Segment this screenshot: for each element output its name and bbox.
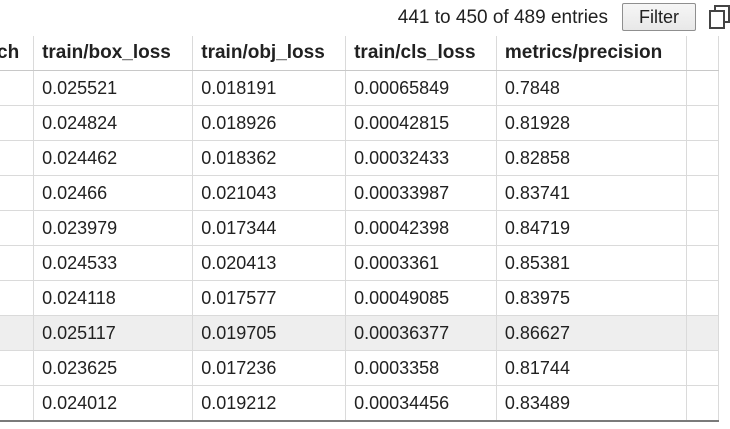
epoch-cell bbox=[0, 350, 35, 386]
epoch-cell bbox=[0, 245, 35, 281]
next-cell bbox=[686, 105, 719, 141]
obj-loss-cell: 0.017236 bbox=[192, 350, 347, 386]
next-cell bbox=[686, 70, 719, 106]
box-loss-cell: 0.02466 bbox=[33, 175, 194, 211]
obj-loss-cell: 0.019212 bbox=[192, 385, 347, 422]
column-header-metrics-precision[interactable]: metrics/precision bbox=[496, 36, 688, 71]
box-loss-cell: 0.024824 bbox=[33, 105, 194, 141]
cls-loss-cell: 0.00042398 bbox=[345, 210, 497, 246]
table-header-row: ch train/box_loss train/obj_loss train/c… bbox=[0, 36, 719, 71]
table-body: 0.025521 0.018191 0.00065849 0.7848 0.024824… bbox=[0, 70, 719, 422]
copy-icon[interactable] bbox=[708, 4, 730, 30]
table-toolbar: 441 to 450 of 489 entries Filter bbox=[0, 0, 730, 36]
box-loss-cell: 0.024012 bbox=[33, 385, 194, 422]
table-row[interactable]: 0.024118 0.017577 0.00049085 0.83975 bbox=[0, 280, 719, 316]
epoch-cell bbox=[0, 105, 35, 141]
next-cell bbox=[686, 210, 719, 246]
box-loss-cell: 0.024118 bbox=[33, 280, 194, 316]
next-cell bbox=[686, 175, 719, 211]
box-loss-cell: 0.025117 bbox=[33, 315, 194, 351]
next-cell bbox=[686, 280, 719, 316]
precision-cell: 0.83489 bbox=[496, 385, 688, 422]
box-loss-cell: 0.024462 bbox=[33, 140, 194, 176]
next-cell bbox=[686, 245, 719, 281]
data-table: ch train/box_loss train/obj_loss train/c… bbox=[0, 36, 719, 422]
table-row[interactable]: 0.024462 0.018362 0.00032433 0.82858 bbox=[0, 140, 719, 176]
table-row[interactable]: 0.023625 0.017236 0.0003358 0.81744 bbox=[0, 350, 719, 386]
box-loss-cell: 0.023979 bbox=[33, 210, 194, 246]
table-row[interactable]: 0.025117 0.019705 0.00036377 0.86627 bbox=[0, 315, 719, 351]
precision-cell: 0.81744 bbox=[496, 350, 688, 386]
cls-loss-cell: 0.0003361 bbox=[345, 245, 497, 281]
obj-loss-cell: 0.018362 bbox=[192, 140, 347, 176]
box-loss-cell: 0.024533 bbox=[33, 245, 194, 281]
obj-loss-cell: 0.017577 bbox=[192, 280, 347, 316]
epoch-cell bbox=[0, 175, 35, 211]
next-cell bbox=[686, 140, 719, 176]
precision-cell: 0.83741 bbox=[496, 175, 688, 211]
cls-loss-cell: 0.00033987 bbox=[345, 175, 497, 211]
next-cell bbox=[686, 315, 719, 351]
precision-cell: 0.7848 bbox=[496, 70, 688, 106]
column-header-train-box-loss[interactable]: train/box_loss bbox=[33, 36, 194, 71]
cls-loss-cell: 0.00034456 bbox=[345, 385, 497, 422]
table-row[interactable]: 0.02466 0.021043 0.00033987 0.83741 bbox=[0, 175, 719, 211]
filter-button[interactable]: Filter bbox=[622, 3, 696, 31]
table-row[interactable]: 0.024533 0.020413 0.0003361 0.85381 bbox=[0, 245, 719, 281]
column-header-train-obj-loss[interactable]: train/obj_loss bbox=[192, 36, 347, 71]
obj-loss-cell: 0.018191 bbox=[192, 70, 347, 106]
epoch-cell bbox=[0, 210, 35, 246]
precision-cell: 0.85381 bbox=[496, 245, 688, 281]
precision-cell: 0.83975 bbox=[496, 280, 688, 316]
cls-loss-cell: 0.00032433 bbox=[345, 140, 497, 176]
precision-cell: 0.81928 bbox=[496, 105, 688, 141]
next-cell bbox=[686, 385, 719, 422]
obj-loss-cell: 0.019705 bbox=[192, 315, 347, 351]
table-container: ch train/box_loss train/obj_loss train/c… bbox=[0, 36, 730, 429]
table-row[interactable]: 0.024824 0.018926 0.00042815 0.81928 bbox=[0, 105, 719, 141]
epoch-cell bbox=[0, 280, 35, 316]
epoch-cell bbox=[0, 70, 35, 106]
obj-loss-cell: 0.017344 bbox=[192, 210, 347, 246]
pagination-range-text: 441 to 450 of 489 entries bbox=[397, 7, 608, 28]
epoch-cell bbox=[0, 385, 35, 422]
column-header-next[interactable] bbox=[686, 36, 719, 71]
epoch-cell bbox=[0, 140, 35, 176]
table-row[interactable]: 0.024012 0.019212 0.00034456 0.83489 bbox=[0, 385, 719, 422]
epoch-cell bbox=[0, 315, 35, 351]
box-loss-cell: 0.023625 bbox=[33, 350, 194, 386]
table-row[interactable]: 0.025521 0.018191 0.00065849 0.7848 bbox=[0, 70, 719, 106]
cls-loss-cell: 0.00042815 bbox=[345, 105, 497, 141]
next-cell bbox=[686, 350, 719, 386]
obj-loss-cell: 0.018926 bbox=[192, 105, 347, 141]
box-loss-cell: 0.025521 bbox=[33, 70, 194, 106]
cls-loss-cell: 0.00036377 bbox=[345, 315, 497, 351]
precision-cell: 0.82858 bbox=[496, 140, 688, 176]
precision-cell: 0.86627 bbox=[496, 315, 688, 351]
obj-loss-cell: 0.021043 bbox=[192, 175, 347, 211]
obj-loss-cell: 0.020413 bbox=[192, 245, 347, 281]
cls-loss-cell: 0.00065849 bbox=[345, 70, 497, 106]
cls-loss-cell: 0.0003358 bbox=[345, 350, 497, 386]
column-header-train-cls-loss[interactable]: train/cls_loss bbox=[345, 36, 497, 71]
cls-loss-cell: 0.00049085 bbox=[345, 280, 497, 316]
table-row[interactable]: 0.023979 0.017344 0.00042398 0.84719 bbox=[0, 210, 719, 246]
precision-cell: 0.84719 bbox=[496, 210, 688, 246]
column-header-epoch[interactable]: ch bbox=[0, 36, 35, 71]
